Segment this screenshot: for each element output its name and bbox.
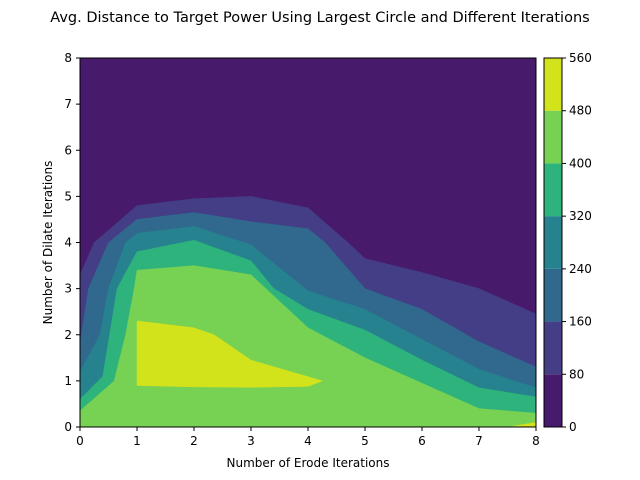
- colorbar-swatch-400-480: [544, 110, 562, 164]
- y-tick-label: 6: [64, 143, 72, 157]
- x-tick-label: 1: [133, 434, 141, 448]
- y-tick-label: 1: [64, 374, 72, 388]
- colorbar-tick-label: 160: [569, 315, 592, 329]
- x-tick-label: 5: [361, 434, 369, 448]
- contour-band-480-560-6: [136, 320, 324, 388]
- colorbar-swatch-80-160: [544, 321, 562, 375]
- y-tick-label: 8: [64, 51, 72, 65]
- x-tick-label: 3: [247, 434, 255, 448]
- y-tick-label: 2: [64, 328, 72, 342]
- colorbar-swatch-240-320: [544, 216, 562, 269]
- colorbar-swatch-160-240: [544, 268, 562, 322]
- colorbar-tick-label: 80: [569, 367, 584, 381]
- y-tick-label: 7: [64, 97, 72, 111]
- y-tick-label: 0: [64, 420, 72, 434]
- y-tick-label: 5: [64, 189, 72, 203]
- colorbar-tick-label: 240: [569, 262, 592, 276]
- x-axis-label: Number of Erode Iterations: [227, 456, 390, 470]
- colorbar-tick-label: 400: [569, 156, 592, 170]
- plot-area: [79, 57, 537, 428]
- x-tick-label: 2: [190, 434, 198, 448]
- x-tick-label: 0: [76, 434, 84, 448]
- colorbar-tick-label: 480: [569, 104, 592, 118]
- colorbar-tick-label: 320: [569, 209, 592, 223]
- y-axis: 0 1 2 3 4 5 6 7 8: [64, 51, 80, 434]
- chart-title: Avg. Distance to Target Power Using Larg…: [50, 10, 589, 26]
- colorbar-swatch-320-400: [544, 163, 562, 217]
- x-tick-label: 4: [304, 434, 312, 448]
- colorbar-swatch-480-560: [544, 58, 562, 111]
- x-tick-label: 8: [532, 434, 540, 448]
- colorbar: [544, 58, 562, 427]
- colorbar-tick-label: 560: [569, 51, 592, 65]
- x-tick-label: 6: [418, 434, 426, 448]
- x-axis: 0 1 2 3 4 5 6 7 8: [76, 427, 540, 448]
- colorbar-ticks: 0 80 160 240 320 400 480 560: [562, 51, 592, 434]
- y-tick-label: 3: [64, 282, 72, 296]
- colorbar-frame: [543, 57, 563, 428]
- colorbar-tick-label: 0: [569, 420, 577, 434]
- x-tick-label: 7: [475, 434, 483, 448]
- y-axis-label: Number of Dilate Iterations: [41, 161, 55, 325]
- colorbar-swatch-0-80: [544, 374, 562, 427]
- y-tick-label: 4: [64, 236, 72, 250]
